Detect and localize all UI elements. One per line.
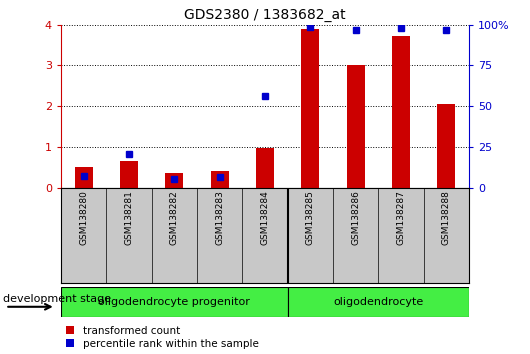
Bar xyxy=(165,173,183,188)
Bar xyxy=(301,29,320,188)
Bar xyxy=(210,171,229,188)
Bar xyxy=(347,65,365,188)
Title: GDS2380 / 1383682_at: GDS2380 / 1383682_at xyxy=(184,8,346,22)
Legend: transformed count, percentile rank within the sample: transformed count, percentile rank withi… xyxy=(66,326,259,349)
Text: oligodendrocyte: oligodendrocyte xyxy=(333,297,423,307)
Bar xyxy=(288,287,469,317)
Bar xyxy=(256,148,274,188)
Bar xyxy=(61,287,288,317)
Text: GSM138284: GSM138284 xyxy=(261,190,269,245)
Text: GSM138281: GSM138281 xyxy=(125,190,134,245)
Text: GSM138283: GSM138283 xyxy=(215,190,224,245)
Bar xyxy=(437,104,455,188)
Text: GSM138287: GSM138287 xyxy=(396,190,405,245)
Bar xyxy=(120,161,138,188)
Text: GSM138286: GSM138286 xyxy=(351,190,360,245)
Bar xyxy=(75,167,93,188)
Text: GSM138280: GSM138280 xyxy=(79,190,88,245)
Text: oligodendrocyte progenitor: oligodendrocyte progenitor xyxy=(99,297,250,307)
Text: GSM138288: GSM138288 xyxy=(442,190,451,245)
Bar xyxy=(392,36,410,188)
Text: GSM138282: GSM138282 xyxy=(170,190,179,245)
Text: development stage: development stage xyxy=(3,294,111,304)
Text: GSM138285: GSM138285 xyxy=(306,190,315,245)
